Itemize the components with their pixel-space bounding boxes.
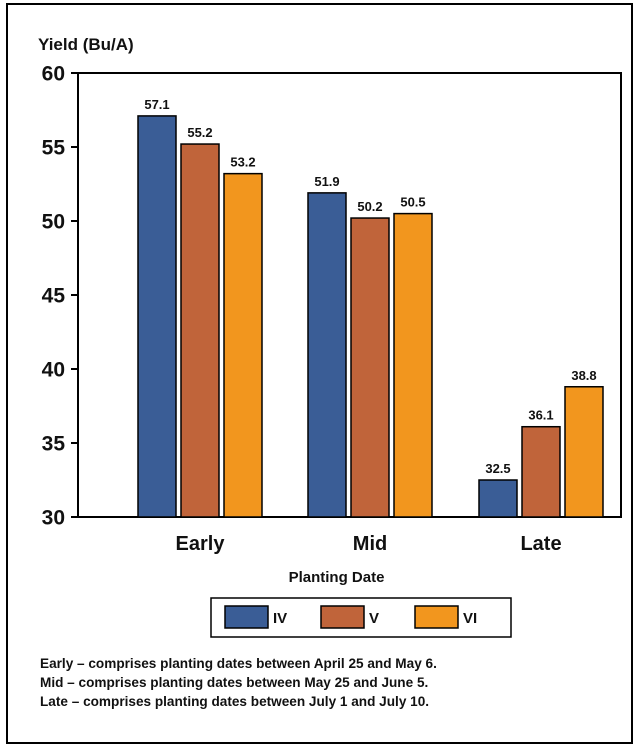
y-tick-label: 60: [42, 63, 65, 86]
bar: [180, 143, 220, 518]
data-label: 50.5: [400, 195, 425, 210]
data-label: 50.2: [357, 199, 382, 214]
data-label: 32.5: [485, 461, 510, 476]
x-tick-label: Mid: [353, 533, 387, 555]
data-label: 55.2: [187, 125, 212, 140]
note-mid: Mid – comprises planting dates between M…: [40, 675, 429, 690]
bar: [307, 192, 347, 518]
x-axis-label: Planting Date: [289, 569, 385, 586]
data-label: 53.2: [230, 155, 255, 170]
legend-label: VI: [463, 610, 477, 627]
legend-label: V: [369, 610, 379, 627]
data-label: 36.1: [528, 408, 553, 423]
bar-chart: 30 35 40 45 50 55 60 Yield (Bu/A) 57.1 55.2 53.2 Ea…: [38, 35, 622, 638]
data-label: 51.9: [314, 174, 339, 189]
x-tick-label: Early: [176, 533, 226, 555]
x-tick-label: Late: [520, 533, 561, 555]
y-tick-label: 50: [42, 211, 65, 234]
legend-swatch: [224, 605, 269, 629]
legend-swatch: [414, 605, 459, 629]
bar: [521, 425, 561, 518]
y-tick-label: 40: [42, 359, 65, 382]
y-tick-label: 45: [42, 285, 66, 308]
note-early: Early – comprises planting dates between…: [40, 656, 437, 671]
data-label: 38.8: [571, 368, 596, 383]
legend-label: IV: [273, 610, 287, 627]
bar: [393, 212, 433, 518]
notes: Early – comprises planting dates between…: [40, 654, 630, 711]
note-late: Late – comprises planting dates between …: [40, 694, 430, 709]
data-label: 57.1: [144, 97, 169, 112]
legend-swatch: [320, 605, 365, 629]
bar: [350, 217, 390, 518]
y-tick-label: 30: [42, 507, 65, 530]
bar: [478, 479, 518, 518]
y-tick-label: 55: [42, 137, 66, 160]
chart-frame: [6, 3, 633, 744]
y-tick-label: 35: [42, 433, 66, 456]
bar: [564, 386, 604, 518]
bar: [223, 172, 263, 518]
y-axis-label: Yield (Bu/A): [38, 35, 134, 54]
bar: [137, 115, 177, 518]
